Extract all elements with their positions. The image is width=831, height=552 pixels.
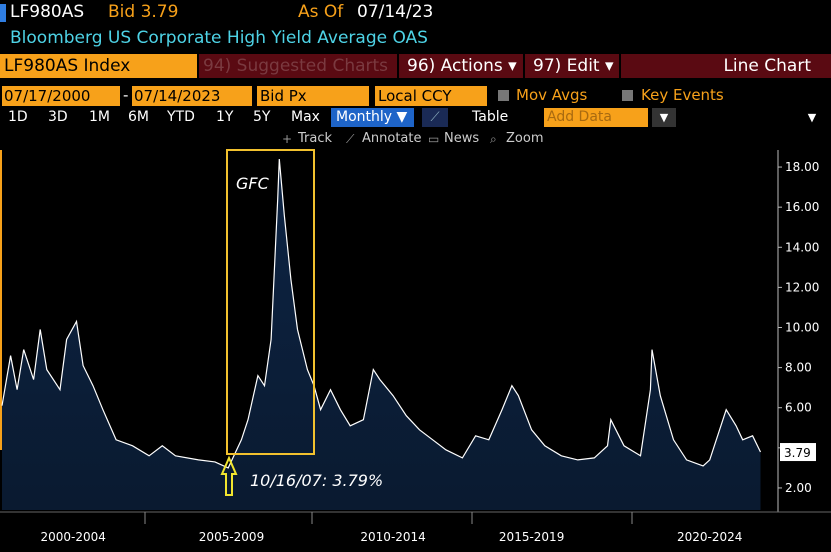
y-tick-label: 6.00 xyxy=(785,401,812,415)
period-button[interactable]: 5Y xyxy=(253,109,271,125)
security-field[interactable]: LF980AS Index xyxy=(0,54,197,78)
x-tick-label: 2000-2004 xyxy=(41,530,106,544)
frequency[interactable]: Monthly ▼ xyxy=(331,108,414,127)
edit-menu[interactable]: 97) Edit ▾ xyxy=(525,54,619,78)
as-of-date: 07/14/23 xyxy=(357,2,434,22)
dropdown[interactable]: ▼ xyxy=(807,111,817,124)
table-button[interactable]: Table xyxy=(472,109,509,125)
ticker: LF980AS xyxy=(10,2,85,22)
period-button[interactable]: 1Y xyxy=(216,109,234,125)
gfc-box xyxy=(226,149,315,455)
tool-icon[interactable]: ⌕ xyxy=(490,132,497,146)
tool-button[interactable]: Track xyxy=(298,131,333,146)
annotation: 10/16/07: 3.79% xyxy=(250,471,383,490)
description: Bloomberg US Corporate High Yield Averag… xyxy=(10,28,428,48)
y-tick-label: 8.00 xyxy=(785,361,812,375)
arrow xyxy=(220,455,238,496)
bid: Bid 3.79 xyxy=(108,2,179,22)
area xyxy=(2,159,761,510)
period-button[interactable]: 1M xyxy=(89,109,110,125)
y-tick-label: 10.00 xyxy=(785,320,819,334)
add-data[interactable]: Add Data xyxy=(544,108,648,127)
currency-select[interactable]: Local CCY xyxy=(375,86,487,106)
period-button[interactable]: 3D xyxy=(48,109,68,125)
y-tick-label: 12.00 xyxy=(785,280,819,294)
end-date[interactable]: 07/14/2023 xyxy=(132,86,252,106)
tool-icon[interactable]: ⟋ xyxy=(346,132,355,146)
tool-icon[interactable]: + xyxy=(282,132,293,146)
field-select[interactable]: Bid Px xyxy=(257,86,369,106)
start-date[interactable]: 07/17/2000 xyxy=(2,86,120,106)
x-tick-label: 2015-2019 xyxy=(499,530,564,544)
tool-button[interactable]: Annotate xyxy=(362,131,422,146)
tool-button[interactable]: News xyxy=(444,131,480,146)
annotation: GFC xyxy=(236,174,270,193)
as-of: As Of xyxy=(298,2,344,22)
period-button[interactable]: YTD xyxy=(167,109,195,125)
x-tick-label: 2020-2024 xyxy=(677,530,742,544)
y-tick-label: 18.00 xyxy=(785,160,819,174)
key-events[interactable]: Key Events xyxy=(641,86,724,104)
dropdown[interactable]: ▼ xyxy=(652,108,676,127)
suggested-charts[interactable]: 94) Suggested Charts xyxy=(199,54,397,78)
y-tick-label: 14.00 xyxy=(785,240,819,254)
last-value-label: 3.79 xyxy=(784,446,811,460)
chart-icon[interactable]: ⟋ xyxy=(422,108,448,127)
x-tick-label: 2005-2009 xyxy=(199,530,264,544)
tool-icon[interactable]: ▭ xyxy=(428,132,440,146)
period-button[interactable]: 6M xyxy=(128,109,149,125)
actions-menu[interactable]: 96) Actions ▾ xyxy=(399,54,523,78)
marker xyxy=(0,4,6,22)
checkbox[interactable] xyxy=(622,90,633,101)
y-tick-label: 16.00 xyxy=(785,200,819,214)
period-button[interactable]: Max xyxy=(291,109,320,125)
checkbox[interactable] xyxy=(498,90,509,101)
mov-avgs[interactable]: Mov Avgs xyxy=(516,86,588,104)
last-value-box xyxy=(780,443,816,462)
y-tick-label: 2.00 xyxy=(785,481,812,495)
left-edge xyxy=(0,150,2,450)
line xyxy=(1,158,762,469)
tool-button[interactable]: Zoom xyxy=(506,131,544,146)
period-button[interactable]: 1D xyxy=(8,109,28,125)
x-tick-label: 2010-2014 xyxy=(360,530,425,544)
date-separator: - xyxy=(123,86,129,104)
chart-type[interactable]: Line Chart xyxy=(621,54,831,78)
